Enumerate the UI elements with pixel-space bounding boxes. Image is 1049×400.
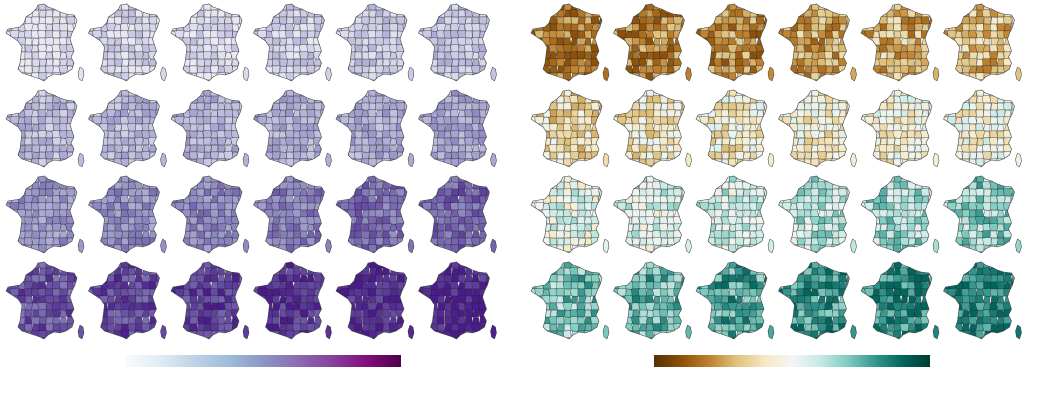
france-map [253, 3, 332, 82]
france-map [695, 261, 775, 340]
france-map [613, 261, 692, 340]
france-map [253, 175, 332, 254]
france-map [530, 89, 610, 168]
france-map [335, 89, 415, 168]
france-map [860, 3, 940, 82]
france-map [335, 3, 415, 82]
france-map [943, 89, 1022, 168]
france-map [695, 175, 775, 254]
france-map [170, 175, 250, 254]
france-map [943, 261, 1022, 340]
france-map [5, 175, 85, 254]
france-map [695, 89, 775, 168]
france-map [418, 175, 497, 254]
france-map [335, 175, 415, 254]
france-map [860, 89, 940, 168]
france-map [778, 261, 857, 340]
france-map [418, 261, 497, 340]
france-map [335, 261, 415, 340]
colorbar-left [125, 355, 401, 367]
france-map [170, 261, 250, 340]
france-map [860, 261, 940, 340]
france-map [170, 3, 250, 82]
map-panel-right [525, 0, 1049, 400]
france-map [530, 261, 610, 340]
france-map [88, 175, 167, 254]
colorbar-right [654, 355, 930, 367]
france-map [778, 175, 857, 254]
france-map [860, 175, 940, 254]
france-map [88, 261, 167, 340]
france-map [613, 89, 692, 168]
france-map [695, 3, 775, 82]
map-panel-left [0, 0, 524, 400]
france-map [613, 175, 692, 254]
france-map [778, 89, 857, 168]
france-map [5, 3, 85, 82]
france-map [88, 3, 167, 82]
france-map [530, 175, 610, 254]
france-map [5, 261, 85, 340]
france-map [943, 175, 1022, 254]
france-map [418, 89, 497, 168]
france-map [943, 3, 1022, 82]
france-map [418, 3, 497, 82]
france-map [530, 3, 610, 82]
france-map [778, 3, 857, 82]
france-map [253, 261, 332, 340]
france-map [5, 89, 85, 168]
france-map [253, 89, 332, 168]
france-map [88, 89, 167, 168]
france-map [170, 89, 250, 168]
france-map [613, 3, 692, 82]
small-multiples-grid-left [5, 3, 497, 340]
small-multiples-grid-right [530, 3, 1022, 340]
